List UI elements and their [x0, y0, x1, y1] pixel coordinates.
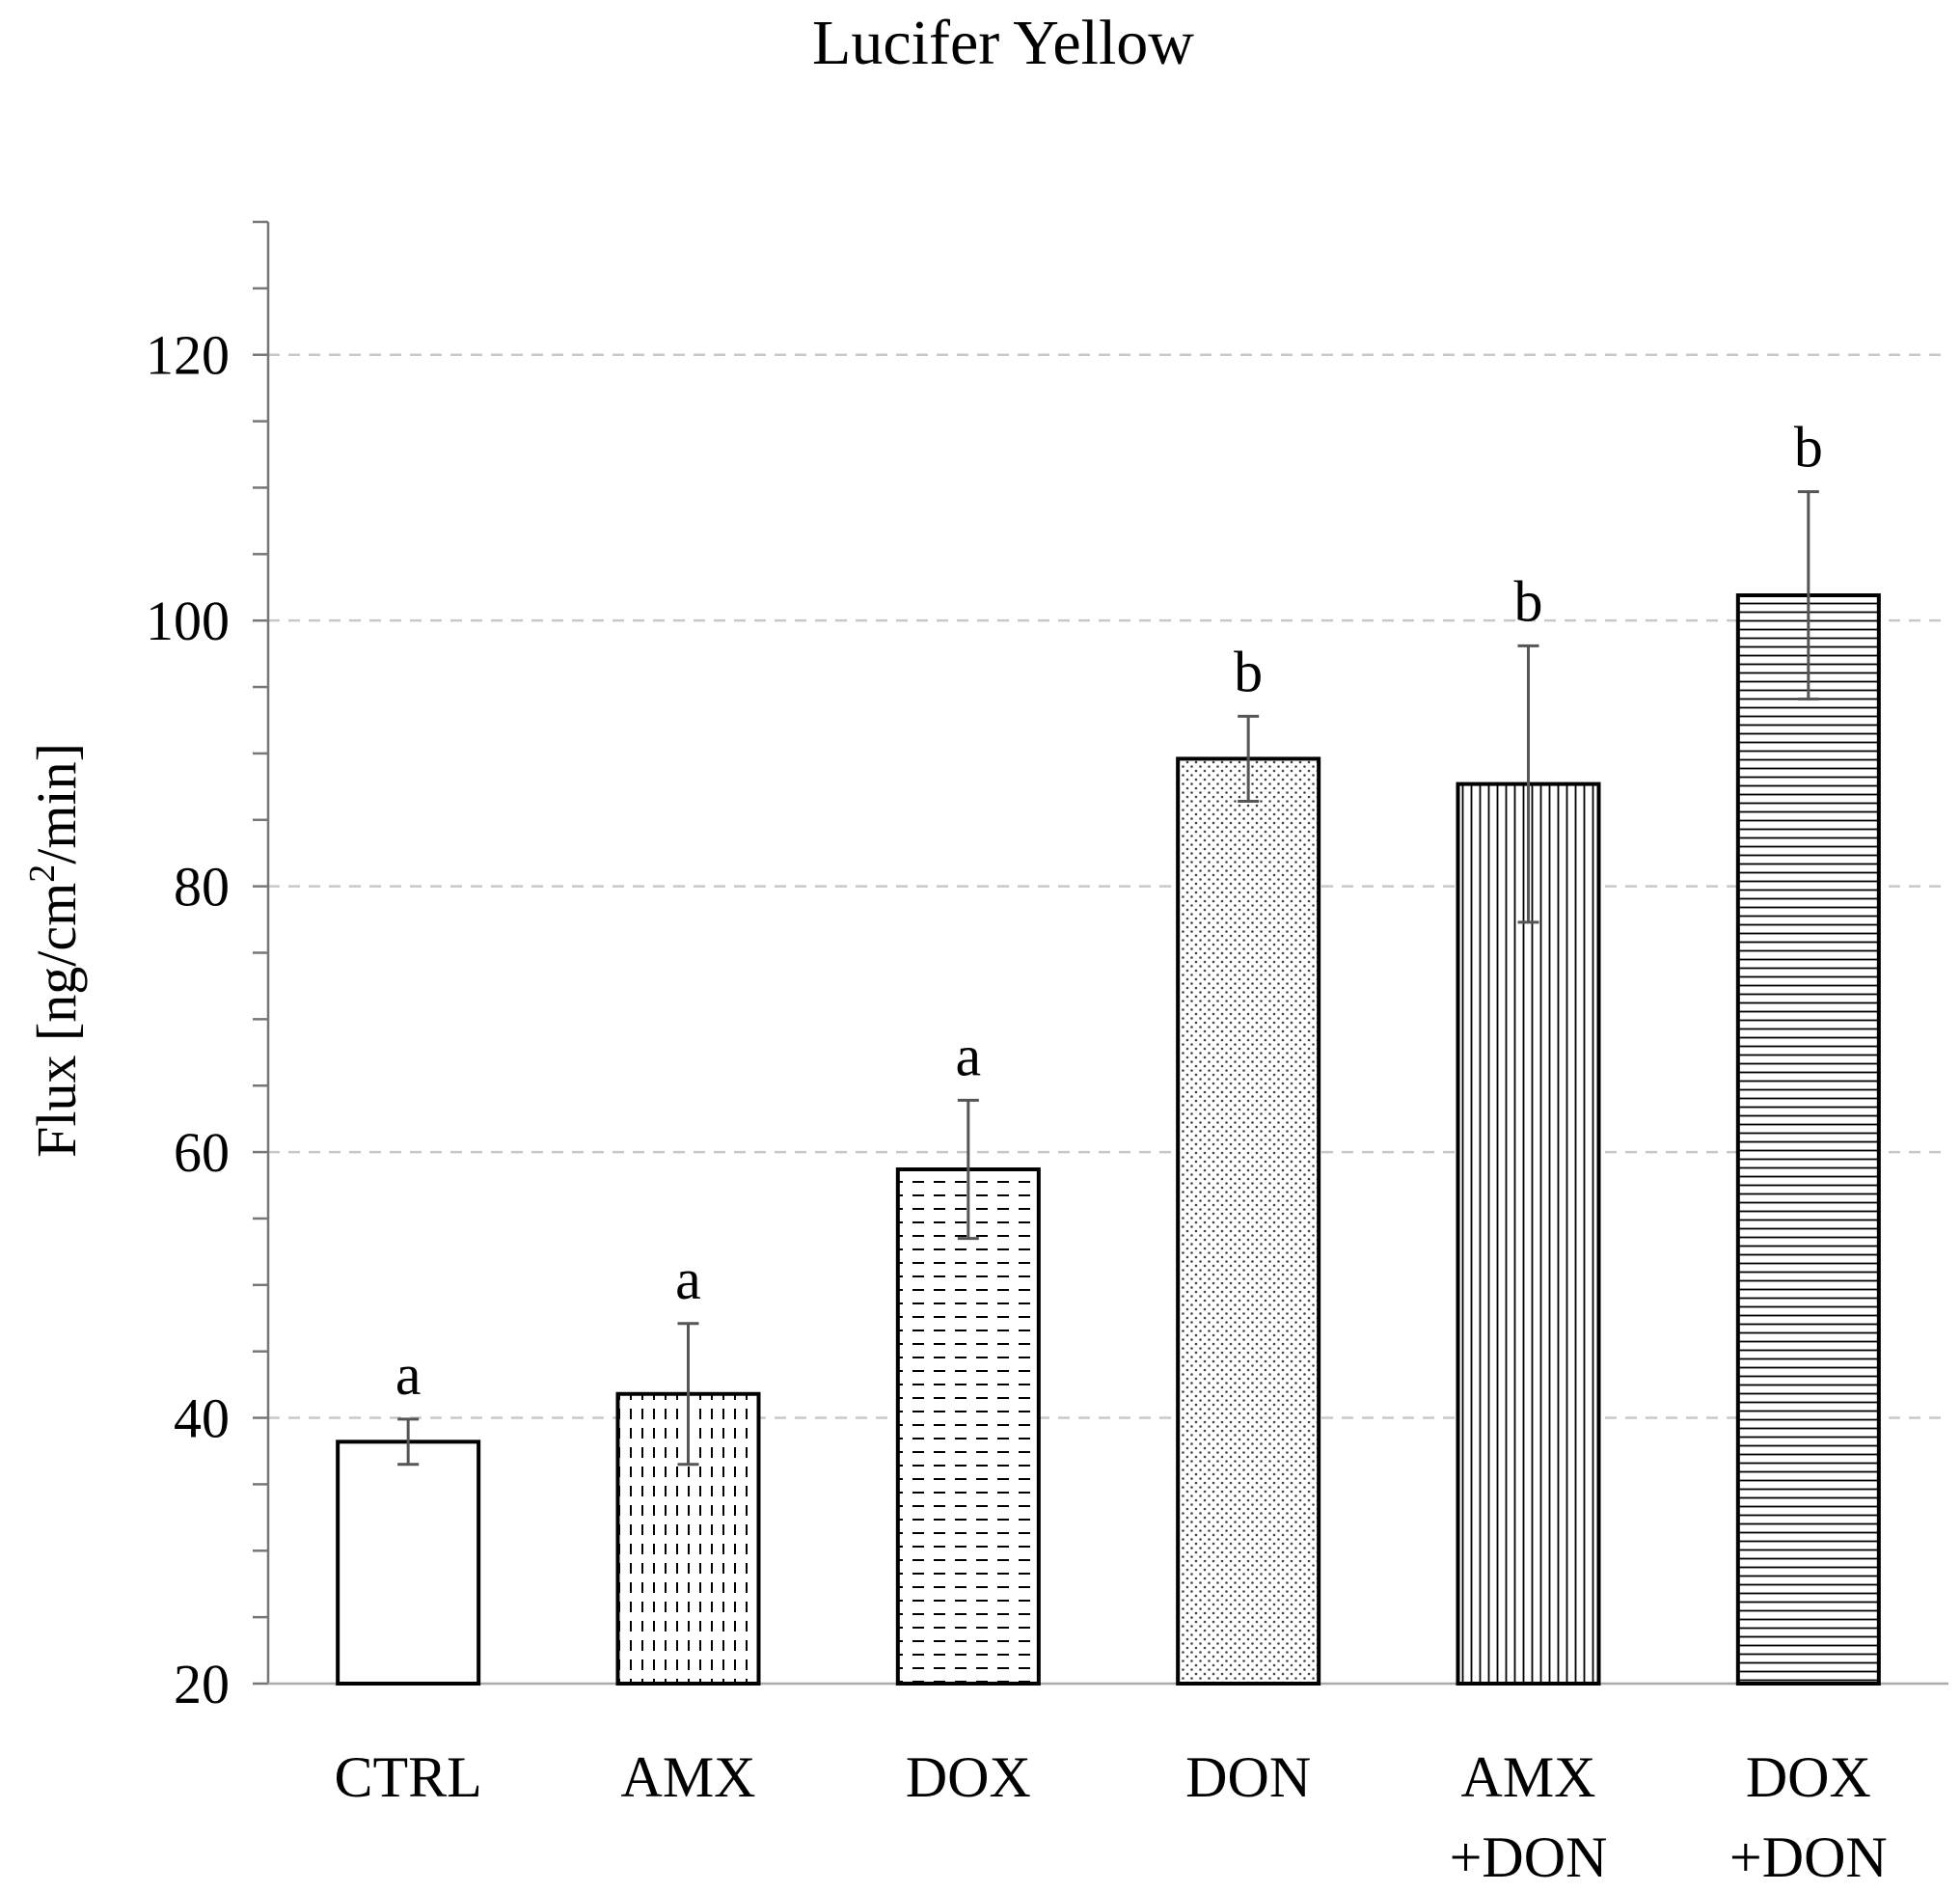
y-tick-label: 120	[146, 324, 230, 387]
significance-label: a	[675, 1248, 701, 1311]
category-label: +DON	[1450, 1825, 1608, 1887]
labels: 20 40 60 80 100 120 a CTRL a AMX a DOX b DON b AMX +DON b…	[146, 324, 1888, 1889]
category-label: DOX	[1746, 1745, 1871, 1809]
significance-label: a	[395, 1343, 422, 1407]
bar	[1735, 593, 1881, 1686]
category-label: AMX	[620, 1745, 755, 1809]
y-tick-label: 40	[174, 1387, 230, 1450]
y-tick-label: 80	[174, 856, 230, 919]
bar	[336, 1440, 481, 1686]
bar	[1176, 756, 1321, 1686]
category-label: +DON	[1729, 1825, 1888, 1887]
y-axis-label-main: Flux [ng/cm	[25, 883, 88, 1158]
y-tick-label: 20	[174, 1653, 230, 1715]
significance-label: b	[1514, 569, 1543, 633]
bar	[895, 1166, 1041, 1686]
y-tick-label: 60	[174, 1121, 230, 1184]
category-label: CTRL	[334, 1745, 481, 1809]
bar	[1456, 781, 1601, 1686]
significance-label: b	[1794, 416, 1823, 480]
significance-label: b	[1234, 640, 1263, 703]
category-label: DON	[1185, 1745, 1311, 1809]
category-label: DOX	[906, 1745, 1031, 1809]
axes	[253, 220, 1948, 1686]
bars	[336, 490, 1881, 1686]
category-label: AMX	[1460, 1745, 1595, 1809]
y-axis-label-tail: /min]	[25, 743, 88, 864]
chart-title: Lucifer Yellow	[812, 8, 1194, 78]
significance-label: a	[956, 1024, 982, 1087]
gridlines	[268, 353, 1948, 1419]
y-axis-label: Flux [ng/cm2/min]	[22, 743, 88, 1158]
y-tick-label: 100	[146, 590, 230, 652]
y-axis-label-superscript: 2	[22, 864, 63, 883]
